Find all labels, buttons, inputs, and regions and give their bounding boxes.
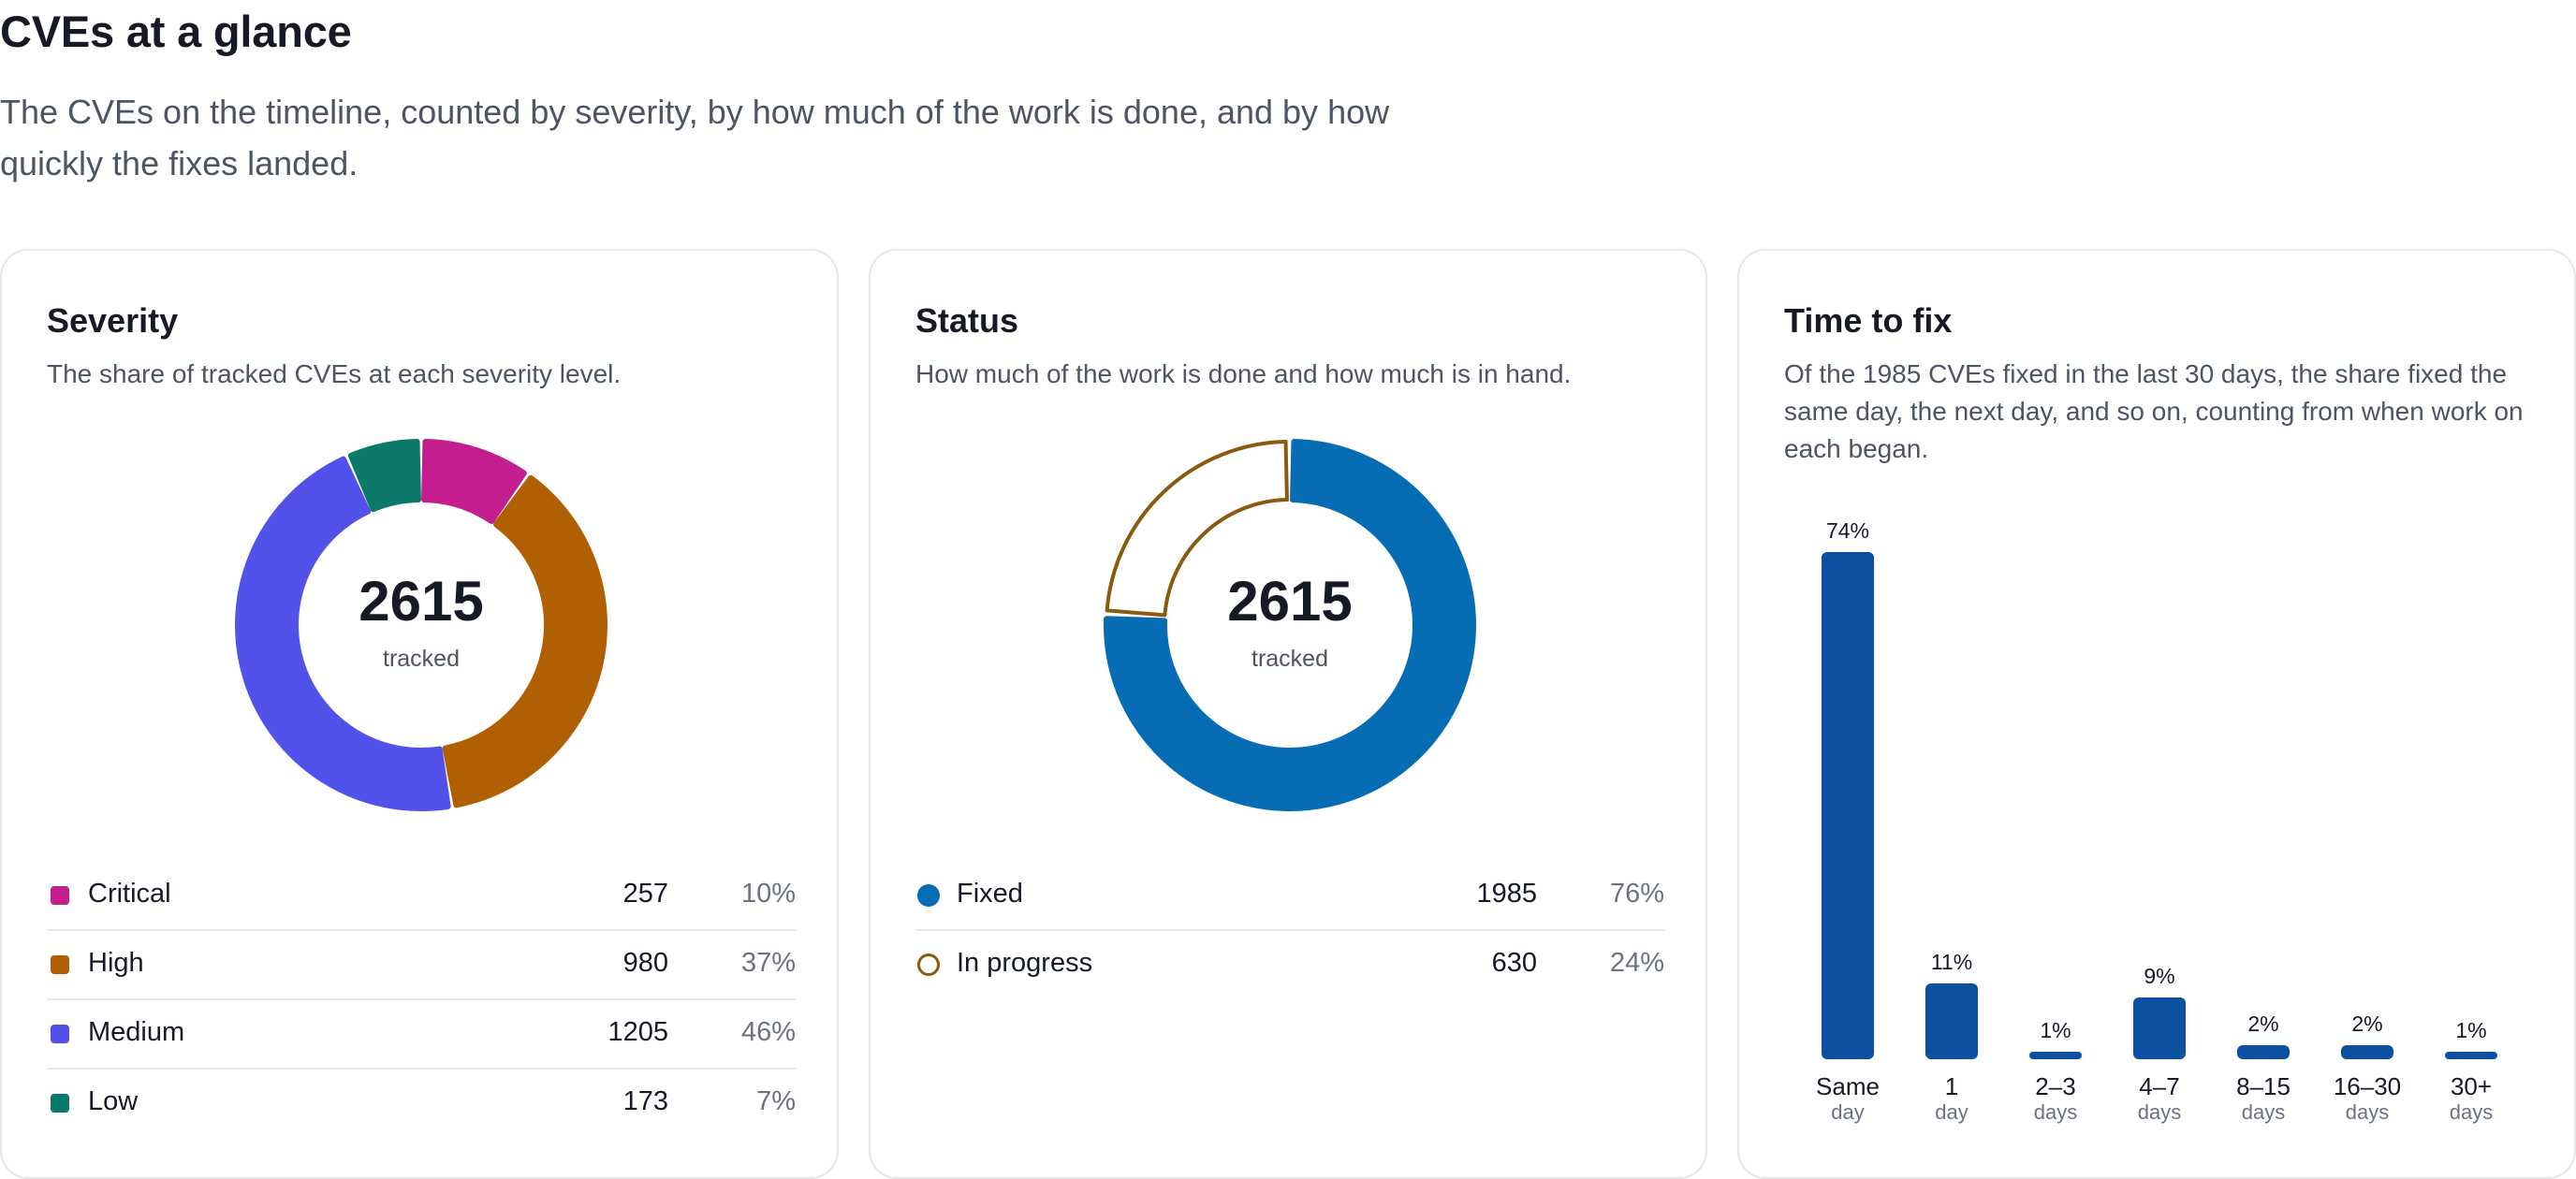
donut-slice-critical xyxy=(421,439,527,525)
in-progress-swatch xyxy=(917,953,940,976)
bar-category-label: 16–30 xyxy=(2333,1072,2402,1100)
legend-label: High xyxy=(88,948,144,978)
bar-category-unit: day xyxy=(1935,1100,1969,1124)
severity-total-label: tracked xyxy=(383,646,460,672)
status-total-label: tracked xyxy=(1251,646,1328,672)
legend-label: In progress xyxy=(957,948,1093,978)
bar-1 xyxy=(1925,983,1978,1059)
legend-percent: 7% xyxy=(756,1086,796,1116)
legend-percent: 24% xyxy=(1609,948,1664,978)
severity-card: Severity The share of tracked CVEs at ea… xyxy=(0,249,839,1179)
legend-label: Fixed xyxy=(957,879,1023,909)
legend-row-high: High 980 37% xyxy=(47,931,796,1000)
legend-count: 1205 xyxy=(607,1017,668,1047)
legend-percent: 10% xyxy=(740,879,796,909)
high-swatch xyxy=(51,955,69,974)
bar-4 xyxy=(2237,1045,2290,1059)
legend-count: 257 xyxy=(622,879,668,909)
donut-slice-in-progress xyxy=(1105,440,1289,618)
time-to-fix-card: Time to fix Of the 1985 CVEs fixed in th… xyxy=(1737,249,2576,1179)
severity-donut-chart xyxy=(235,439,607,811)
bar-category-unit: days xyxy=(2345,1100,2390,1124)
bar-category-label: 4–7 xyxy=(2139,1072,2180,1100)
bar-category-label: 1 xyxy=(1944,1072,1959,1100)
bar-category-label: 8–15 xyxy=(2236,1072,2291,1100)
bar-category-label: Same xyxy=(1816,1072,1880,1100)
bar-3 xyxy=(2133,997,2186,1059)
legend-label: Critical xyxy=(88,879,171,909)
status-total: 2615 xyxy=(1227,570,1353,633)
legend-percent: 46% xyxy=(740,1017,796,1047)
legend-row-fixed: Fixed 1985 76% xyxy=(915,862,1664,931)
bar-category-label: 30+ xyxy=(2450,1072,2493,1100)
status-legend: Fixed 1985 76% In progress 630 24% xyxy=(915,862,1664,1000)
bar-value-label: 2% xyxy=(2247,1012,2279,1037)
bar-value-label: 1% xyxy=(2040,1018,2071,1042)
bar-category-unit: days xyxy=(2033,1100,2078,1124)
severity-description: The share of tracked CVEs at each severi… xyxy=(47,359,622,388)
severity-total: 2615 xyxy=(359,570,484,633)
bar-category-unit: day xyxy=(1831,1100,1865,1124)
legend-count: 173 xyxy=(622,1086,668,1116)
status-card: Status How much of the work is done and … xyxy=(869,249,1707,1179)
legend-row-low: Low 173 7% xyxy=(47,1070,796,1139)
bar-value-label: 2% xyxy=(2351,1012,2383,1037)
fixed-swatch xyxy=(917,884,940,907)
time-to-fix-title: Time to fix xyxy=(1784,301,1953,340)
legend-percent: 37% xyxy=(740,948,796,978)
severity-title: Severity xyxy=(47,301,179,340)
status-donut-chart xyxy=(1104,439,1476,811)
bar-category-unit: days xyxy=(2241,1100,2286,1124)
status-title: Status xyxy=(915,301,1019,340)
time-to-fix-description: Of the 1985 CVEs fixed in the last 30 da… xyxy=(1784,359,2524,463)
legend-row-medium: Medium 1205 46% xyxy=(47,1000,796,1070)
medium-swatch xyxy=(51,1025,69,1043)
legend-label: Medium xyxy=(88,1017,185,1047)
bar-category-label: 2–3 xyxy=(2035,1072,2076,1100)
legend-row-in-progress: In progress 630 24% xyxy=(915,931,1664,1000)
bar-value-label: 11% xyxy=(1930,950,1973,975)
bar-value-label: 1% xyxy=(2455,1018,2487,1042)
bar-2 xyxy=(2029,1052,2082,1059)
low-swatch xyxy=(51,1094,69,1113)
status-description: How much of the work is done and how muc… xyxy=(915,359,1572,388)
page-subtitle: The CVEs on the timeline, counted by sev… xyxy=(0,93,1390,182)
bar-value-label: 9% xyxy=(2144,964,2175,989)
bar-6 xyxy=(2445,1052,2497,1059)
legend-percent: 76% xyxy=(1609,879,1664,909)
donut-slice-low xyxy=(347,439,421,513)
critical-swatch xyxy=(51,886,69,905)
legend-count: 980 xyxy=(622,948,668,978)
bar-5 xyxy=(2341,1045,2393,1059)
time-to-fix-bar-chart: 74% Same day 11% 1 day 1% 2–3 days 9% 4–7 days 2% 8–1… xyxy=(1739,251,2576,1179)
donut-slice-high xyxy=(442,474,607,808)
donut-slice-fixed xyxy=(1104,439,1476,811)
bar-0 xyxy=(1822,552,1874,1059)
bar-value-label: 74% xyxy=(1825,518,1870,543)
bar-category-unit: days xyxy=(2449,1100,2494,1124)
legend-count: 1985 xyxy=(1476,879,1537,909)
page-title: CVEs at a glance xyxy=(0,7,352,56)
legend-row-critical: Critical 257 10% xyxy=(47,862,796,931)
bar-category-unit: days xyxy=(2137,1100,2182,1124)
severity-legend: Critical 257 10% High 980 37% Medium 120… xyxy=(47,862,796,1139)
legend-label: Low xyxy=(88,1086,139,1116)
legend-count: 630 xyxy=(1491,948,1537,978)
donut-slice-medium xyxy=(235,456,451,811)
severity-donut: 2615 tracked xyxy=(234,438,608,812)
status-donut: 2615 tracked xyxy=(1103,438,1477,812)
